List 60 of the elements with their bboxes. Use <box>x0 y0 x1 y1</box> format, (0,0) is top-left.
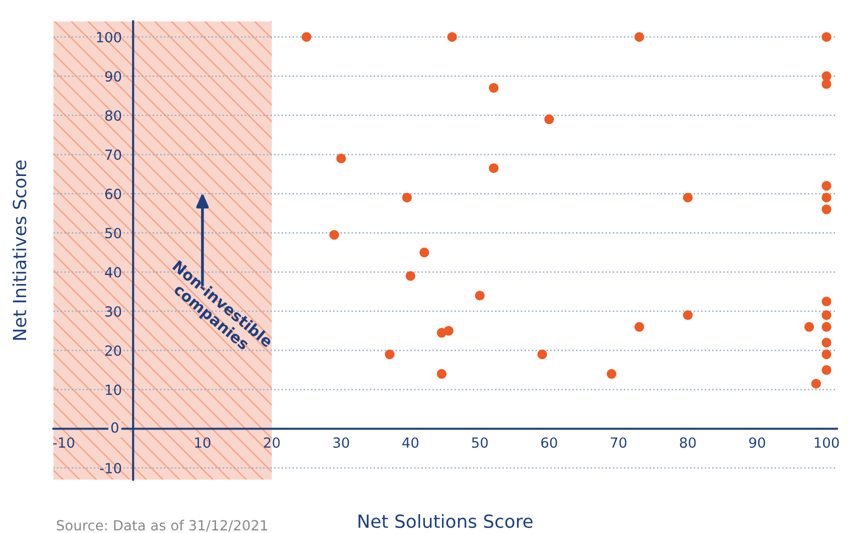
y-tick-label: 10 <box>106 384 122 396</box>
y-tick-label: 80 <box>105 110 122 121</box>
point <box>822 181 832 191</box>
x-tick-label: 70 <box>610 437 626 448</box>
point <box>822 349 832 360</box>
point <box>447 32 457 42</box>
point <box>811 378 821 389</box>
x-tick-label: 10 <box>195 437 210 448</box>
point <box>634 32 644 42</box>
x-tick-label: 40 <box>402 437 418 448</box>
point <box>544 114 554 124</box>
y-tick-label: 20 <box>105 345 122 356</box>
point <box>606 369 616 379</box>
x-tick-label: 50 <box>472 437 488 448</box>
y-tick-label: 100 <box>97 32 122 42</box>
point <box>406 271 416 281</box>
point <box>822 204 832 214</box>
y-tick-label: 40 <box>105 267 122 278</box>
source-note: Source: Data as of 31/12/2021 <box>56 520 268 532</box>
point <box>488 163 499 174</box>
x-tick-label: 100 <box>814 437 839 448</box>
y-tick-label: 60 <box>105 188 122 200</box>
point <box>682 192 693 202</box>
point <box>822 296 832 306</box>
point <box>634 322 644 332</box>
x-tick-label: 60 <box>541 437 558 448</box>
y-tick-label: 70 <box>105 149 122 160</box>
point <box>822 310 832 320</box>
y-tick-label: 50 <box>105 228 122 238</box>
x-tick-label: 90 <box>749 437 766 448</box>
point <box>822 71 832 82</box>
x-tick-label: 30 <box>333 437 350 448</box>
point <box>822 192 832 202</box>
x-tick-label: 20 <box>264 437 280 448</box>
point <box>822 338 832 348</box>
y-tick-label: 90 <box>105 71 122 82</box>
point <box>384 349 395 360</box>
point <box>804 322 814 332</box>
point <box>822 365 832 375</box>
x-axis-title: Net Solutions Score <box>358 514 533 528</box>
y-tick-label: 30 <box>105 306 122 317</box>
point <box>488 83 499 93</box>
y-tick-label: -10 <box>100 462 122 474</box>
point <box>474 290 485 300</box>
point <box>302 32 312 42</box>
x-tick-label: 80 <box>680 437 696 448</box>
y-axis-title: Net Initiatives Score <box>12 160 26 340</box>
point <box>436 369 447 379</box>
point <box>822 322 832 332</box>
point <box>444 326 454 336</box>
point <box>682 310 693 320</box>
point <box>329 230 340 240</box>
point <box>402 192 412 202</box>
y-tick-label: 0 <box>111 422 118 433</box>
point <box>822 32 832 42</box>
point <box>419 248 430 258</box>
point <box>537 349 548 360</box>
x-tick-label: -10 <box>53 437 74 448</box>
point <box>822 79 832 89</box>
point <box>336 154 346 164</box>
